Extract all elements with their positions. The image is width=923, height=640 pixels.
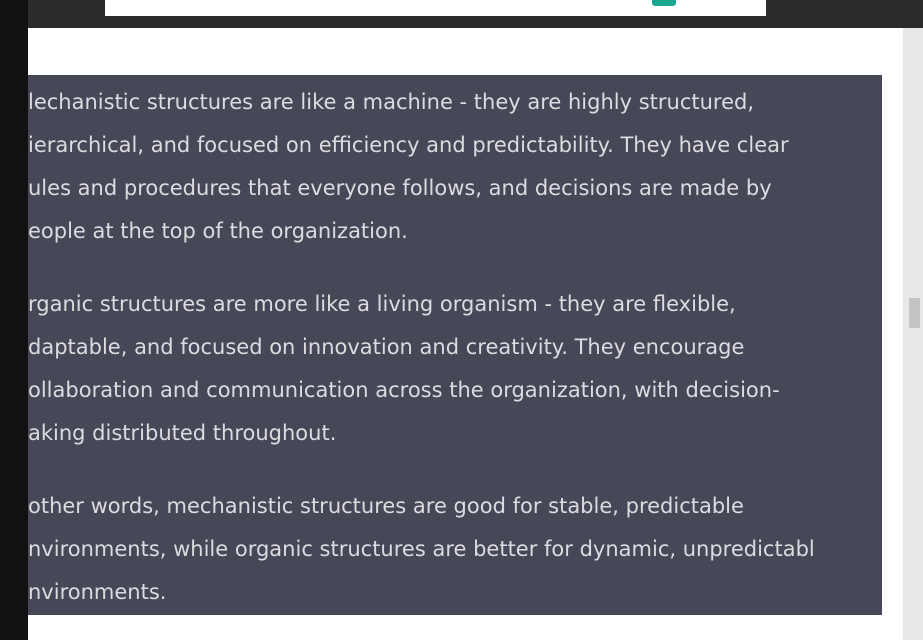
text-line: nvironments.	[28, 580, 167, 604]
text-line: daptable, and focused on innovation and …	[28, 335, 745, 359]
text-line: aking distributed throughout.	[28, 421, 337, 445]
text-line: lechanistic structures are like a machin…	[28, 90, 755, 114]
left-strip	[0, 0, 28, 640]
scrollbar-thumb[interactable]	[909, 298, 920, 328]
icon	[652, 0, 676, 6]
text-line: ollaboration and communication across th…	[28, 378, 780, 402]
scrollbar-track	[903, 28, 923, 640]
text-line: nvironments, while organic structures ar…	[28, 537, 815, 561]
text-line: rganic structures are more like a living…	[28, 292, 736, 316]
response-box: lechanistic structures are like a machin…	[28, 75, 882, 615]
text-line: eople at the top of the organization.	[28, 219, 408, 243]
text-line: ules and procedures that everyone follow…	[28, 176, 772, 200]
text-line: other words, mechanistic structures are …	[28, 494, 744, 518]
text-line: ierarchical, and focused on efficiency a…	[28, 133, 789, 157]
top-bar	[105, 0, 766, 16]
